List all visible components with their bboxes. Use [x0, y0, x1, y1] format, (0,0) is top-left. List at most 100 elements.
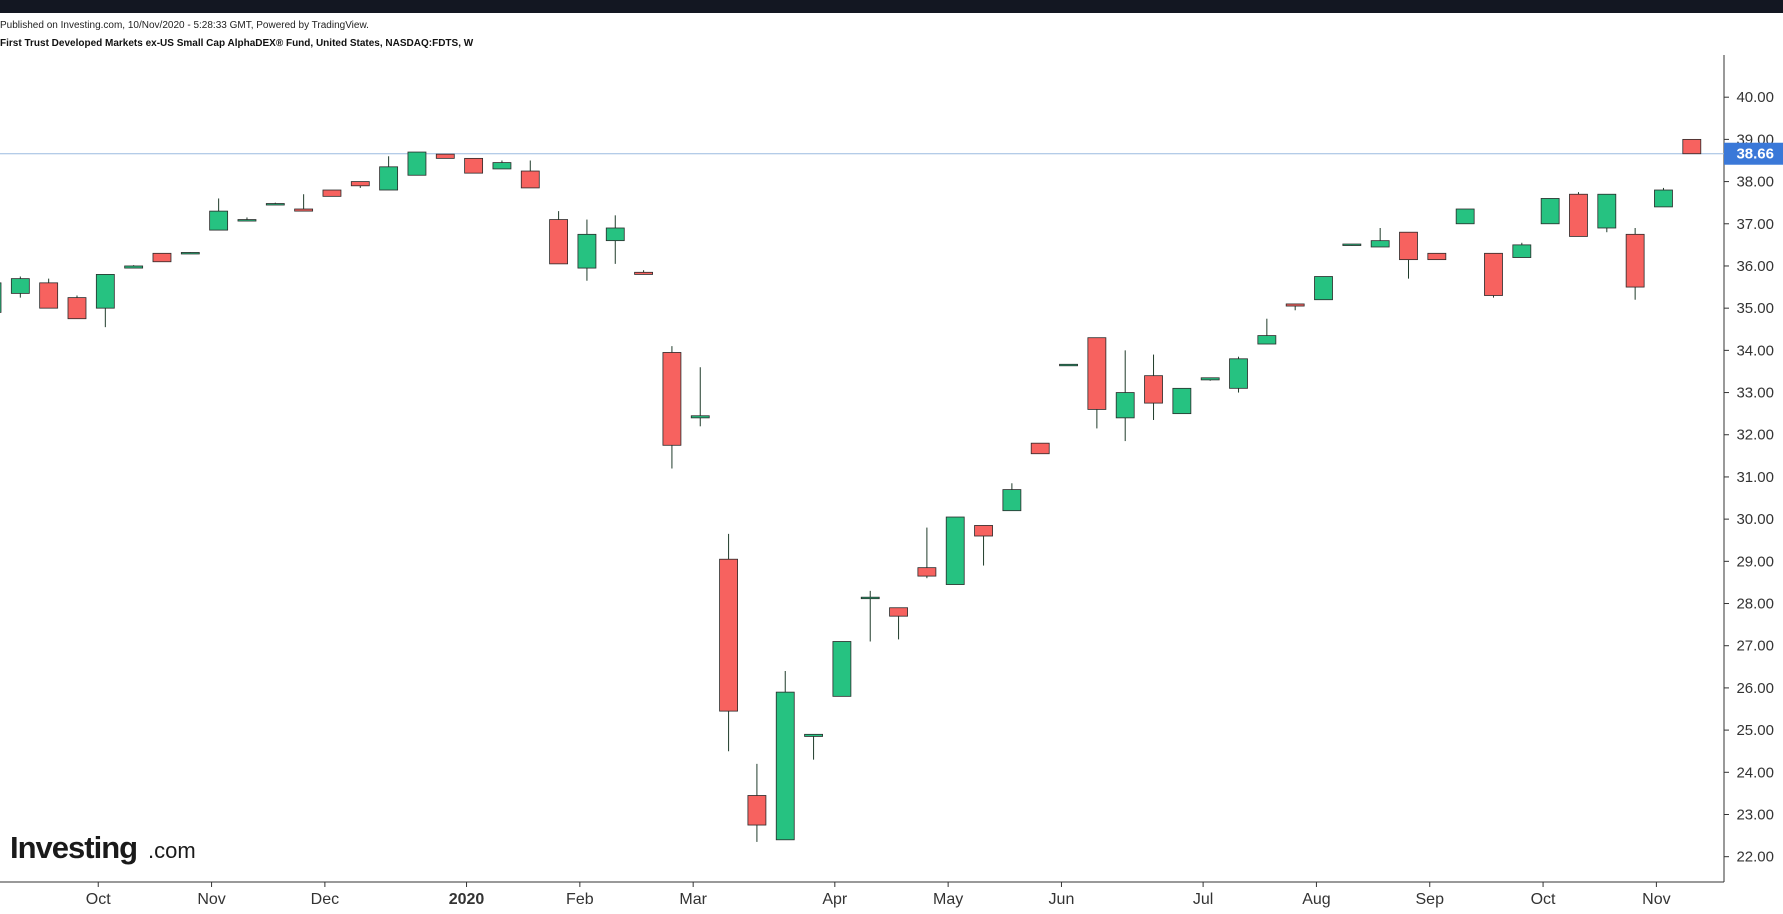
candle[interactable]	[1569, 192, 1588, 237]
candle-body-down	[1682, 138, 1702, 155]
x-tick-label: Feb	[566, 891, 594, 908]
candle-body-up	[492, 162, 512, 170]
candle[interactable]	[1597, 193, 1617, 233]
candle[interactable]	[549, 211, 568, 265]
candle-body-up	[1115, 392, 1135, 419]
candle[interactable]	[747, 763, 767, 842]
x-tick-label: Dec	[311, 891, 339, 908]
candle-body-up	[265, 203, 285, 206]
candle[interactable]	[719, 533, 738, 752]
candle[interactable]	[804, 733, 823, 760]
candle-body-up	[832, 641, 852, 697]
candle[interactable]	[152, 252, 172, 263]
candle[interactable]	[95, 274, 115, 328]
candle[interactable]	[634, 270, 653, 275]
candle[interactable]	[1172, 387, 1192, 415]
candle[interactable]	[1285, 303, 1305, 311]
candle[interactable]	[1625, 227, 1645, 300]
last-price-badge-group: 38.66	[1724, 142, 1783, 165]
candle[interactable]	[67, 295, 87, 320]
candle[interactable]	[265, 202, 285, 206]
candle-body-up	[577, 233, 597, 269]
x-tick-label: Apr	[822, 891, 848, 908]
candle[interactable]	[945, 516, 965, 585]
candle-body-down	[917, 567, 937, 577]
candle-body-up	[1229, 358, 1248, 389]
candle[interactable]	[1144, 354, 1163, 420]
candle[interactable]	[39, 278, 59, 309]
candle[interactable]	[435, 153, 455, 159]
candle[interactable]	[832, 641, 852, 697]
candle[interactable]	[1059, 363, 1078, 367]
candle-body-up	[945, 516, 965, 585]
candle[interactable]	[407, 151, 427, 176]
candle[interactable]	[1540, 198, 1560, 225]
candle-body-down	[1625, 233, 1645, 288]
candle[interactable]	[1342, 243, 1362, 246]
candle[interactable]	[124, 265, 144, 269]
candle[interactable]	[1654, 187, 1673, 208]
candle[interactable]	[1002, 483, 1022, 512]
candle-body-down	[464, 157, 484, 174]
candle[interactable]	[0, 279, 2, 313]
candle[interactable]	[322, 189, 342, 197]
x-tick-label: Nov	[1642, 891, 1670, 908]
candle-body-up	[1512, 244, 1532, 258]
candle[interactable]	[889, 607, 908, 640]
candle[interactable]	[605, 215, 625, 264]
candle[interactable]	[1455, 208, 1475, 225]
x-tick-label: Jul	[1193, 891, 1213, 908]
candle[interactable]	[1229, 356, 1248, 393]
candle[interactable]	[379, 156, 399, 191]
candle-body-up	[804, 733, 823, 737]
candle[interactable]	[690, 367, 710, 427]
candle[interactable]	[180, 252, 200, 255]
x-tick-label: May	[933, 891, 963, 908]
candle[interactable]	[294, 194, 314, 212]
candle[interactable]	[1314, 276, 1333, 301]
candle[interactable]	[1682, 138, 1702, 155]
candle-body-down	[1427, 252, 1447, 261]
candle[interactable]	[1115, 350, 1135, 442]
y-tick-label: 28.00	[1736, 596, 1774, 613]
candle[interactable]	[1200, 377, 1220, 381]
candle-body-down	[662, 352, 682, 446]
x-tick-label: Aug	[1302, 891, 1330, 908]
candle[interactable]	[1484, 252, 1503, 298]
y-tick-label: 25.00	[1736, 722, 1774, 739]
candle[interactable]	[237, 217, 257, 222]
candle[interactable]	[350, 181, 370, 188]
candle[interactable]	[1370, 227, 1390, 248]
candle[interactable]	[1030, 442, 1050, 455]
candle-body-up	[379, 166, 399, 191]
candle[interactable]	[520, 160, 540, 189]
y-tick-label: 34.00	[1736, 342, 1774, 359]
candles[interactable]	[0, 138, 1702, 842]
candle[interactable]	[209, 198, 229, 231]
candle[interactable]	[1399, 231, 1418, 279]
candle-body-up	[1370, 240, 1390, 248]
candle[interactable]	[775, 671, 795, 841]
candle[interactable]	[1512, 242, 1532, 258]
candle-body-up	[95, 274, 115, 309]
y-tick-label: 26.00	[1736, 680, 1774, 697]
candle[interactable]	[974, 525, 993, 566]
top-bar	[0, 0, 1783, 13]
candle[interactable]	[662, 346, 682, 469]
candle[interactable]	[1427, 252, 1447, 261]
candle-body-down	[634, 271, 653, 275]
candle[interactable]	[1087, 337, 1107, 429]
candle-body-down	[39, 282, 59, 309]
candle-body-up	[1257, 335, 1277, 345]
candle[interactable]	[492, 160, 512, 170]
candle-body-up	[0, 282, 2, 313]
candle[interactable]	[1257, 318, 1277, 345]
candle[interactable]	[860, 590, 880, 642]
candle[interactable]	[10, 276, 30, 298]
axis-lines	[0, 55, 1725, 883]
candle[interactable]	[577, 219, 597, 281]
x-tick-label: Oct	[1531, 891, 1556, 908]
candle[interactable]	[464, 157, 484, 174]
candle[interactable]	[917, 527, 937, 579]
